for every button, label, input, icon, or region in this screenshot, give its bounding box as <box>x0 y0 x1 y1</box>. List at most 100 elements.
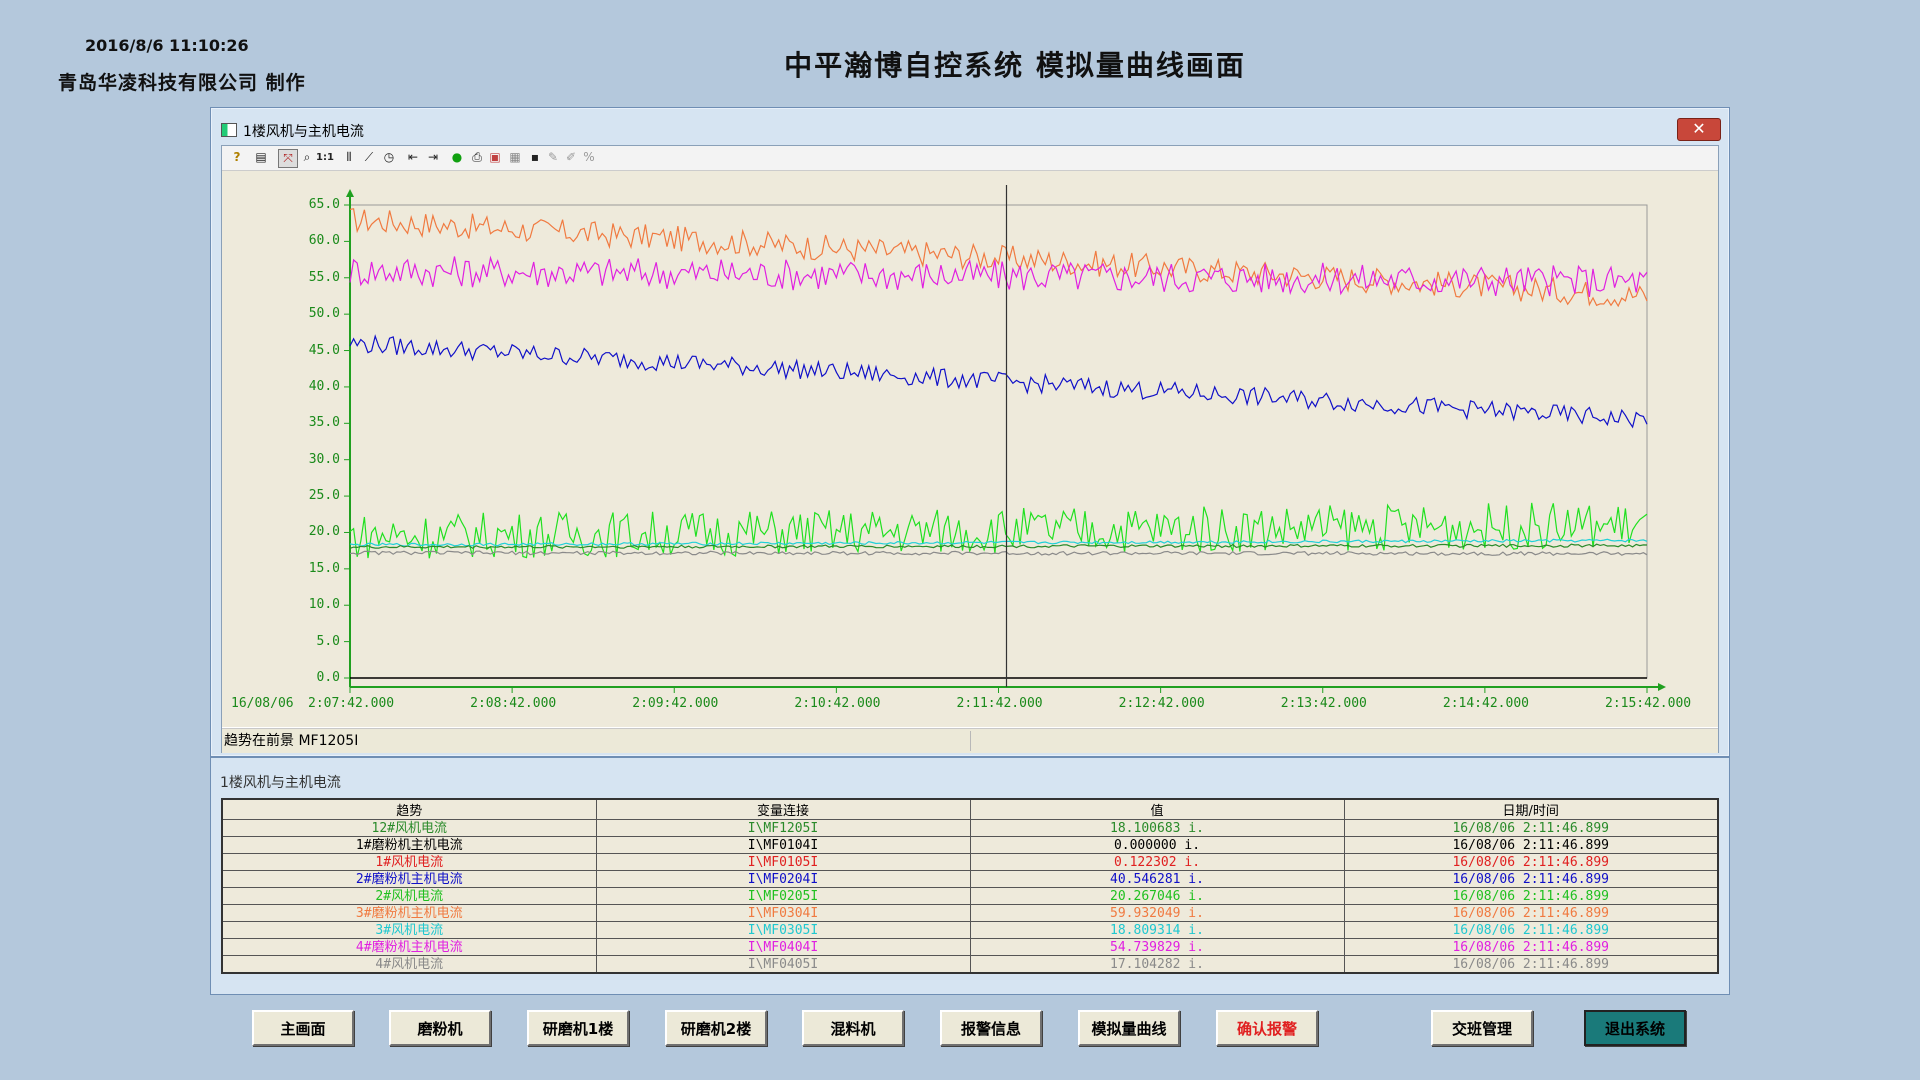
y-tick-label: 20.0 <box>308 524 340 540</box>
zoom-1to1-icon[interactable]: 1:1 <box>316 152 334 163</box>
y-tick-label: 15.0 <box>308 560 340 576</box>
trend-status-bar: 趋势在前景 MF1205I <box>222 728 1718 753</box>
values-table-body: 12#风机电流 I\MF1205I 18.100683 i. 16/08/06 2:1… <box>221 819 1719 974</box>
table-row[interactable]: 3#风机电流 I\MF0305I 18.809314 i. 16/08/06 2:11… <box>221 921 1719 939</box>
trend-window-title: 1楼风机与主机电流 <box>221 121 364 141</box>
table-cell-value: 20.267046 i. <box>969 887 1345 905</box>
trend-window-title-text: 1楼风机与主机电流 <box>243 124 364 140</box>
y-tick-label: 0.0 <box>316 670 340 685</box>
company-label: 青岛华凌科技有限公司 制作 <box>58 72 306 94</box>
cursor-icon[interactable]: ⤧ <box>278 149 298 168</box>
main-screen-button[interactable]: 主画面 <box>252 1010 354 1046</box>
table-cell-name: 4#风机电流 <box>221 955 597 974</box>
scroll-left-icon[interactable]: ⇤ <box>407 150 419 164</box>
mixer-button[interactable]: 混料机 <box>802 1010 904 1046</box>
col-datetime: 日期/时间 <box>1343 798 1719 820</box>
trend-chart <box>344 185 1666 693</box>
series-line <box>349 502 1648 559</box>
table-cell-var: I\MF0305I <box>595 921 971 939</box>
page-title: 中平瀚博自控系统 模拟量曲线画面 <box>784 49 1246 82</box>
plot-frame <box>349 204 1648 679</box>
table-row[interactable]: 2#磨粉机主机电流 I\MF0204I 40.546281 i. 16/08/06 2… <box>221 870 1719 888</box>
mill-button[interactable]: 磨粉机 <box>389 1010 491 1046</box>
series-line <box>349 550 1648 557</box>
table-cell-var: I\MF0404I <box>595 938 971 956</box>
series-line <box>349 334 1648 429</box>
y-axis-arrow <box>346 189 354 197</box>
copy-icon[interactable]: ▣ <box>489 150 501 164</box>
y-tick-label: 10.0 <box>308 597 340 613</box>
y-tick-label: 5.0 <box>316 633 340 649</box>
trend-client: ? ▤ ⤧ ⌕ 1:1 ⫴ ⟋ ◷ ⇤ ⇥ ● ⎙ ▣ ▦ ▪ ✎ ✐ % 0.… <box>221 145 1719 753</box>
bars-icon[interactable]: ⫴ <box>346 150 352 164</box>
values-panel-title: 1楼风机与主机电流 <box>220 775 341 791</box>
series-line <box>349 543 1648 549</box>
table-cell-value: 18.100683 i. <box>969 819 1345 837</box>
percent-icon[interactable]: % <box>583 150 595 164</box>
x-tick-label: 2:15:42.000 <box>1605 696 1692 711</box>
close-icon: ✕ <box>1692 119 1706 138</box>
table-row[interactable]: 12#风机电流 I\MF1205I 18.100683 i. 16/08/06 2:1… <box>221 819 1719 837</box>
table-cell-time: 16/08/06 2:11:46.899 <box>1343 836 1719 854</box>
run-icon[interactable]: ● <box>451 150 463 164</box>
table-cell-time: 16/08/06 2:11:46.899 <box>1343 870 1719 888</box>
table-row[interactable]: 2#风机电流 I\MF0205I 20.267046 i. 16/08/06 2:11… <box>221 887 1719 905</box>
trend-icon[interactable]: ⟋ <box>364 150 374 164</box>
table-cell-var: I\MF0405I <box>595 955 971 974</box>
y-tick-label: 40.0 <box>308 378 340 394</box>
print-icon[interactable]: ⎙ <box>472 150 482 164</box>
table-cell-value: 0.122302 i. <box>969 853 1345 871</box>
analog-curve-button[interactable]: 模拟量曲线 <box>1078 1010 1180 1046</box>
shift-management-button[interactable]: 交班管理 <box>1431 1010 1533 1046</box>
y-tick-label: 50.0 <box>308 306 340 322</box>
y-tick-label: 30.0 <box>308 451 340 467</box>
help-icon[interactable]: ? <box>233 150 241 164</box>
confirm-alarm-button[interactable]: 确认报警 <box>1216 1010 1318 1046</box>
datetime-label: 2016/8/6 11:10:26 <box>85 36 249 55</box>
close-button[interactable]: ✕ <box>1677 118 1721 141</box>
clock-icon[interactable]: ◷ <box>383 150 395 164</box>
values-panel: 1楼风机与主机电流 趋势 变量连接 值 日期/时间 12#风机电流 I\MF120… <box>210 757 1730 995</box>
table-cell-value: 54.739829 i. <box>969 938 1345 956</box>
series-line <box>349 208 1648 308</box>
grinder-2-button[interactable]: 研磨机2楼 <box>665 1010 767 1046</box>
y-tick-label: 35.0 <box>308 415 340 431</box>
status-text: 趋势在前景 MF1205I <box>224 733 359 749</box>
table-row[interactable]: 4#磨粉机主机电流 I\MF0404I 54.739829 i. 16/08/06 2… <box>221 938 1719 956</box>
trend-window: 1楼风机与主机电流 ✕ ? ▤ ⤧ ⌕ 1:1 ⫴ ⟋ ◷ ⇤ ⇥ ● ⎙ ▣ … <box>210 107 1730 757</box>
scroll-right-icon[interactable]: ⇥ <box>427 150 439 164</box>
export-icon[interactable]: ▦ <box>509 150 521 164</box>
table-cell-name: 1#磨粉机主机电流 <box>221 836 597 854</box>
x-tick-label: 2:07:42.000 <box>308 696 395 711</box>
table-cell-var: I\MF0304I <box>595 904 971 922</box>
alarm-info-button[interactable]: 报警信息 <box>940 1010 1042 1046</box>
y-tick-label: 65.0 <box>308 197 340 212</box>
status-divider <box>970 731 971 751</box>
x-tick-label: 2:09:42.000 <box>632 696 719 711</box>
pen-icon[interactable]: ✎ <box>547 150 559 164</box>
exit-system-button[interactable]: 退出系统 <box>1584 1010 1686 1046</box>
table-cell-var: I\MF0205I <box>595 887 971 905</box>
table-row[interactable]: 3#磨粉机主机电流 I\MF0304I 59.932049 i. 16/08/06 2… <box>221 904 1719 922</box>
x-axis-arrow <box>1658 683 1666 691</box>
y-tick-label: 55.0 <box>308 269 340 285</box>
save-icon[interactable]: ▪ <box>530 150 540 164</box>
x-tick-label: 2:12:42.000 <box>1118 696 1205 711</box>
trend-plot-area[interactable]: 0.0 5.0 10.0 15.0 20.0 25.0 30.0 35.0 40.0 45.0 50… <box>222 171 1718 727</box>
zoom-icon[interactable]: ⌕ <box>303 150 311 164</box>
values-table-header: 趋势 变量连接 值 日期/时间 <box>221 798 1719 820</box>
table-cell-var: I\MF1205I <box>595 819 971 837</box>
table-cell-name: 4#磨粉机主机电流 <box>221 938 597 956</box>
properties-icon[interactable]: ▤ <box>255 150 267 164</box>
table-cell-name: 12#风机电流 <box>221 819 597 837</box>
grinder-1-button[interactable]: 研磨机1楼 <box>527 1010 629 1046</box>
series-line <box>349 255 1648 297</box>
table-row[interactable]: 1#风机电流 I\MF0105I 0.122302 i. 16/08/06 2:11:… <box>221 853 1719 871</box>
table-cell-name: 1#风机电流 <box>221 853 597 871</box>
col-value: 值 <box>969 798 1345 820</box>
table-row[interactable]: 1#磨粉机主机电流 I\MF0104I 0.000000 i. 16/08/06 2:… <box>221 836 1719 854</box>
pen2-icon[interactable]: ✐ <box>565 150 577 164</box>
table-row[interactable]: 4#风机电流 I\MF0405I 17.104282 i. 16/08/06 2:11… <box>221 955 1719 974</box>
trend-toolbar: ? ▤ ⤧ ⌕ 1:1 ⫴ ⟋ ◷ ⇤ ⇥ ● ⎙ ▣ ▦ ▪ ✎ ✐ % <box>222 146 1718 171</box>
table-cell-value: 17.104282 i. <box>969 955 1345 974</box>
